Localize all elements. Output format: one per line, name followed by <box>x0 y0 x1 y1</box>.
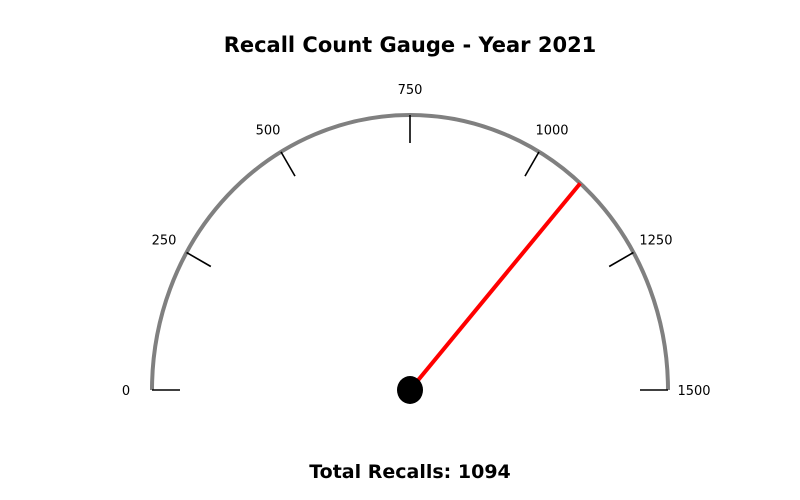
gauge-tick-label-1500: 1500 <box>677 384 710 399</box>
gauge-ticks <box>152 115 668 391</box>
chart-title: Recall Count Gauge - Year 2021 <box>224 33 597 57</box>
total-recalls-label: Total Recalls: 1094 <box>309 461 511 483</box>
gauge-tick-label-750: 750 <box>398 83 423 98</box>
gauge-tick-1000 <box>524 151 540 177</box>
gauge-tick-500 <box>280 151 296 177</box>
gauge-tick-label-0: 0 <box>122 384 130 399</box>
gauge-tick-250 <box>186 251 212 268</box>
gauge-tick-label-1000: 1000 <box>535 123 568 138</box>
gauge-tick-label-500: 500 <box>256 123 281 138</box>
gauge-tick-label-1250: 1250 <box>639 234 672 249</box>
gauge-tick-labels: 0 250 500 750 1000 1250 1500 <box>122 83 711 399</box>
gauge-hub <box>397 376 423 404</box>
gauge-tick-label-250: 250 <box>152 234 177 249</box>
gauge-tick-1250 <box>608 251 634 268</box>
gauge-needle <box>408 182 582 392</box>
gauge-arc <box>150 113 670 391</box>
